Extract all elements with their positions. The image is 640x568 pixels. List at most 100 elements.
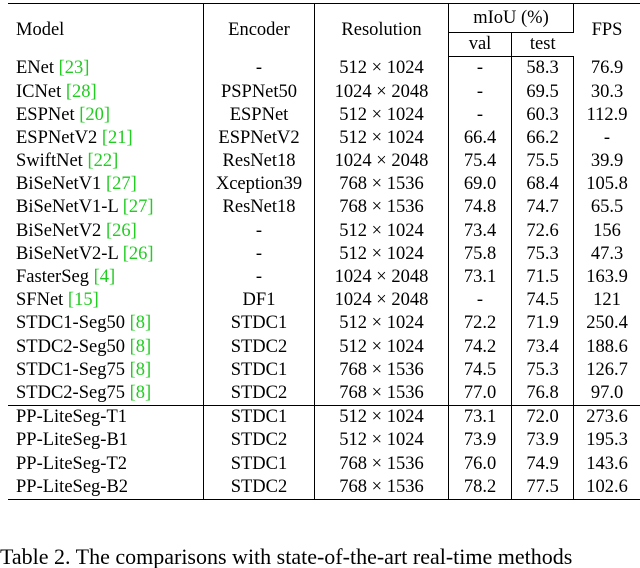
val-miou-cell: 74.5 <box>449 358 512 381</box>
citation-link[interactable]: [8] <box>130 360 152 380</box>
resolution-cell: 512 × 1024 <box>315 243 449 266</box>
model-cell: STDC2-Seg50 [8] <box>8 335 204 358</box>
encoder-cell: - <box>204 219 315 242</box>
model-cell: SwiftNet [22] <box>8 150 204 173</box>
encoder-cell: STDC1 <box>204 452 315 475</box>
test-miou-cell: 76.8 <box>512 382 574 406</box>
resolution-cell: 1024 × 2048 <box>315 150 449 173</box>
val-miou-cell: 77.0 <box>449 382 512 406</box>
header-encoder: Encoder <box>204 4 315 57</box>
test-miou-cell: 77.5 <box>512 475 574 499</box>
val-miou-cell: 75.4 <box>449 150 512 173</box>
citation-link[interactable]: [23] <box>59 58 90 78</box>
resolution-cell: 1024 × 2048 <box>315 266 449 289</box>
citation-link[interactable]: [4] <box>94 267 116 287</box>
citation-link[interactable]: [8] <box>130 313 152 333</box>
citation-link[interactable]: [15] <box>68 290 99 310</box>
test-miou-cell: 66.2 <box>512 127 574 150</box>
test-miou-cell: 75.3 <box>512 243 574 266</box>
model-name: ESPNetV2 <box>16 128 102 148</box>
citation-link[interactable]: [22] <box>87 151 118 171</box>
resolution-cell: 1024 × 2048 <box>315 80 449 103</box>
header-miou: mIoU (%) <box>449 4 574 33</box>
encoder-cell: DF1 <box>204 289 315 312</box>
model-name: SFNet <box>16 290 68 310</box>
model-cell: ESPNetV2 [21] <box>8 127 204 150</box>
citation-link[interactable]: [26] <box>123 244 154 264</box>
val-miou-cell: - <box>449 57 512 81</box>
val-miou-cell: 73.1 <box>449 266 512 289</box>
model-cell: BiSeNetV1 [27] <box>8 173 204 196</box>
encoder-cell: STDC1 <box>204 405 315 429</box>
val-miou-cell: 69.0 <box>449 173 512 196</box>
resolution-cell: 768 × 1536 <box>315 452 449 475</box>
citation-link[interactable]: [8] <box>130 337 152 357</box>
model-cell: ENet [23] <box>8 57 204 81</box>
fps-cell: 76.9 <box>574 57 640 81</box>
model-cell: PP-LiteSeg-T2 <box>8 452 204 475</box>
test-miou-cell: 74.5 <box>512 289 574 312</box>
model-cell: STDC1-Seg50 [8] <box>8 312 204 335</box>
model-cell: ESPNet [20] <box>8 103 204 126</box>
citation-link[interactable]: [27] <box>106 174 137 194</box>
fps-cell: 188.6 <box>574 335 640 358</box>
model-name: STDC1-Seg50 <box>16 313 130 333</box>
model-name: STDC2-Seg50 <box>16 337 130 357</box>
model-cell: SFNet [15] <box>8 289 204 312</box>
citation-link[interactable]: [20] <box>79 105 110 125</box>
fps-cell: 97.0 <box>574 382 640 406</box>
model-cell: STDC1-Seg75 [8] <box>8 358 204 381</box>
encoder-cell: ResNet18 <box>204 150 315 173</box>
model-cell: PP-LiteSeg-B1 <box>8 429 204 452</box>
test-miou-cell: 75.3 <box>512 358 574 381</box>
fps-cell: 195.3 <box>574 429 640 452</box>
comparison-table: Model Encoder Resolution mIoU (%) FPS va… <box>8 3 640 500</box>
header-test: test <box>512 33 574 57</box>
test-miou-cell: 73.4 <box>512 335 574 358</box>
val-miou-cell: - <box>449 103 512 126</box>
test-miou-cell: 58.3 <box>512 57 574 81</box>
model-cell: PP-LiteSeg-B2 <box>8 475 204 499</box>
fps-cell: 250.4 <box>574 312 640 335</box>
fps-cell: 163.9 <box>574 266 640 289</box>
fps-cell: 102.6 <box>574 475 640 499</box>
resolution-cell: 1024 × 2048 <box>315 289 449 312</box>
encoder-cell: ESPNet <box>204 103 315 126</box>
test-miou-cell: 73.9 <box>512 429 574 452</box>
model-name: STDC1-Seg75 <box>16 360 130 380</box>
citation-link[interactable]: [26] <box>106 221 137 241</box>
model-cell: BiSeNetV1-L [27] <box>8 196 204 219</box>
resolution-cell: 768 × 1536 <box>315 196 449 219</box>
test-miou-cell: 74.9 <box>512 452 574 475</box>
fps-cell: 112.9 <box>574 103 640 126</box>
citation-link[interactable]: [27] <box>123 197 154 217</box>
model-name: SwiftNet <box>16 151 87 171</box>
fps-cell: - <box>574 127 640 150</box>
citation-link[interactable]: [21] <box>102 128 133 148</box>
val-miou-cell: 73.4 <box>449 219 512 242</box>
citation-link[interactable]: [8] <box>130 383 152 403</box>
fps-cell: 156 <box>574 219 640 242</box>
header-model: Model <box>8 4 204 57</box>
encoder-cell: - <box>204 243 315 266</box>
citation-link[interactable]: [28] <box>66 82 97 102</box>
model-name: BiSeNetV1 <box>16 174 106 194</box>
model-name: STDC2-Seg75 <box>16 383 130 403</box>
